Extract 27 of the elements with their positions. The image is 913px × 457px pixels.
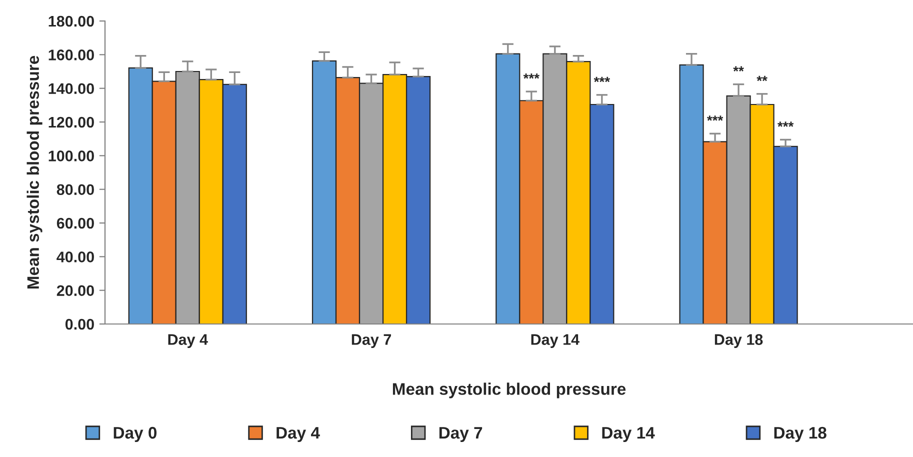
data-label: ***	[706, 116, 724, 121]
legend-label: Day 0	[114, 426, 157, 442]
data-label: ***	[594, 76, 610, 82]
y-tick-label: 160.00	[48, 50, 94, 60]
legend-label: Day 7	[439, 427, 482, 442]
data-label: **	[733, 66, 744, 72]
legend-label: Day 4	[276, 427, 320, 442]
y-tick-label: 20.00	[56, 285, 94, 296]
y-tick-label: 180.00	[48, 16, 94, 27]
y-tick-label: 100.00	[48, 150, 94, 162]
legend-label: Day 14	[602, 427, 655, 442]
y-axis-title: Mean systolic blood pressure	[26, 56, 42, 289]
x-tick-label: Day 4	[168, 334, 208, 348]
data-label: ***	[777, 122, 794, 127]
y-tick-label: 0.00	[65, 318, 94, 330]
y-tick-label: 140.00	[48, 83, 94, 94]
y-tick-label: 60.00	[56, 218, 94, 229]
x-axis-title: Mean systolic blood pressure	[392, 382, 626, 398]
legend-label: Day 18	[774, 426, 826, 442]
y-tick-label: 120.00	[48, 116, 94, 128]
x-tick-label: Day 18	[714, 334, 763, 348]
y-tick-label: 80.00	[56, 184, 94, 196]
y-tick-label: 40.00	[56, 252, 94, 262]
data-label: **	[756, 76, 768, 82]
x-tick-label: Day 7	[352, 334, 391, 348]
data-label: ***	[523, 74, 540, 79]
x-tick-label: Day 14	[531, 334, 580, 348]
